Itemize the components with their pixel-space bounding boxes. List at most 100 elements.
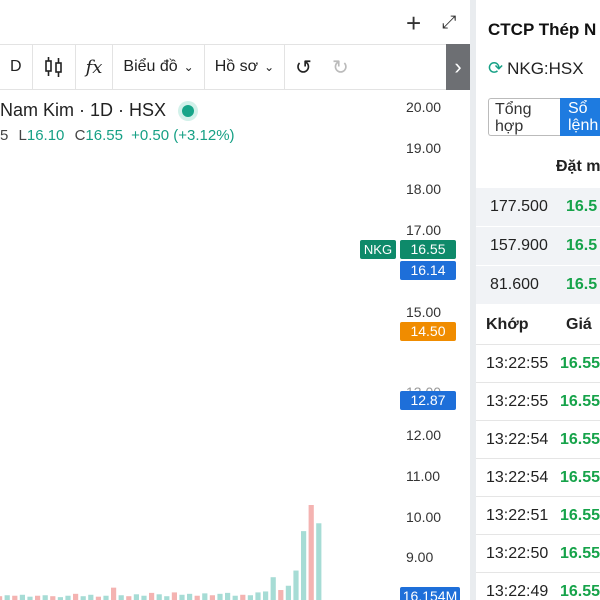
order-book-list: 177.500 16.5 157.900 16.5 81.600 16.5 bbox=[476, 188, 600, 305]
volume-bar bbox=[126, 596, 132, 600]
indicators-button[interactable]: fx bbox=[74, 45, 113, 89]
order-volume: 157.900 bbox=[490, 237, 548, 254]
book-header: Đặt m bbox=[556, 158, 600, 175]
tab-order-book[interactable]: Sổ lệnh bbox=[560, 98, 600, 136]
chevron-down-icon: ⌄ bbox=[183, 60, 194, 74]
expand-icon[interactable]: ⤢ bbox=[442, 12, 457, 32]
volume-bar bbox=[111, 587, 117, 600]
order-price: 16.5 bbox=[566, 276, 598, 293]
tick-label: 19.00 bbox=[406, 140, 442, 156]
volume-bar bbox=[103, 595, 109, 600]
volume-bar bbox=[270, 577, 276, 600]
chart-topbar: + ⤢ bbox=[0, 0, 470, 42]
trade-price: 16.55 bbox=[559, 506, 600, 524]
trade-price: 16.55 bbox=[559, 392, 600, 410]
trades-list: 13:22:55 16.55 13:22:55 16.55 13:22:54 16.5… bbox=[476, 344, 600, 600]
volume-bar bbox=[27, 596, 33, 600]
volume-bar bbox=[50, 596, 56, 600]
volume-bar bbox=[4, 595, 10, 600]
volume-bar bbox=[19, 594, 25, 600]
chart-type-label: Biểu đồ bbox=[123, 58, 178, 75]
trade-row: 13:22:54 16.55 bbox=[476, 420, 600, 458]
redo-button[interactable]: ↻ bbox=[322, 45, 359, 89]
add-icon[interactable]: + bbox=[406, 8, 422, 38]
volume-bar bbox=[247, 595, 253, 600]
last-price-tag: 16.55 bbox=[400, 240, 456, 259]
refresh-icon[interactable]: ⟳ bbox=[488, 58, 504, 78]
tick-label: 10.00 bbox=[406, 509, 442, 525]
symbol-title: Nam Kim · 1D · HSX bbox=[0, 100, 167, 120]
tab-summary[interactable]: Tổng hợp bbox=[488, 98, 560, 136]
ohlc-legend: 5 L16.10 C16.55 +0.50 (+3.12%) bbox=[0, 127, 235, 144]
ma-tag: 14.50 bbox=[400, 322, 456, 341]
volume-bar bbox=[164, 596, 170, 600]
volume-bar bbox=[202, 593, 208, 600]
trade-price: 16.55 bbox=[559, 582, 600, 600]
trade-row: 13:22:54 16.55 bbox=[476, 458, 600, 496]
profile-dropdown[interactable]: Hồ sơ ⌄ bbox=[203, 45, 284, 89]
volume-bar bbox=[141, 595, 147, 600]
close-value: 16.55 bbox=[85, 127, 123, 144]
order-volume: 177.500 bbox=[490, 198, 548, 215]
volume-bar bbox=[187, 593, 193, 600]
trade-row: 13:22:49 16.55 bbox=[476, 572, 600, 600]
volume-bar bbox=[225, 592, 231, 600]
tick-label: 18.00 bbox=[406, 181, 442, 197]
trade-row: 13:22:55 16.55 bbox=[476, 344, 600, 382]
order-price: 16.5 bbox=[566, 237, 598, 254]
volume-bar bbox=[118, 595, 124, 600]
trade-price: 16.55 bbox=[559, 430, 600, 448]
volume-bar bbox=[255, 592, 261, 600]
order-book-row: 157.900 16.5 bbox=[476, 227, 600, 266]
chart-panel: + ⤢ D fx Biểu đồ ⌄ Hồ sơ ⌄ ↺ ↻ › bbox=[0, 0, 470, 600]
price-axis[interactable]: 20.00 19.00 18.00 17.00 15.00 13.00 12.0… bbox=[360, 95, 470, 600]
trade-price: 16.55 bbox=[559, 468, 600, 486]
volume-bar bbox=[240, 594, 246, 600]
volume-bar bbox=[149, 592, 155, 600]
undo-icon: ↺ bbox=[295, 56, 312, 79]
tick-label: 17.00 bbox=[406, 222, 442, 238]
volume-bar bbox=[278, 590, 284, 600]
volume-bar bbox=[209, 595, 215, 600]
company-name: CTCP Thép N bbox=[488, 20, 597, 39]
low-value: 16.10 bbox=[26, 127, 65, 144]
volume-bar bbox=[12, 595, 18, 600]
ticker-row[interactable]: ⟳ NKG:HSX bbox=[488, 58, 584, 79]
trade-row: 13:22:50 16.55 bbox=[476, 534, 600, 572]
profile-label: Hồ sơ bbox=[214, 58, 259, 75]
volume-bar bbox=[285, 585, 291, 600]
volume-bar bbox=[171, 592, 177, 600]
volume-bar bbox=[194, 595, 200, 600]
volume-bar bbox=[133, 594, 139, 600]
interval-button[interactable]: D bbox=[10, 58, 22, 75]
trade-price: 16.55 bbox=[559, 354, 600, 372]
symbol-price-tag: NKG bbox=[360, 240, 396, 259]
price-chart[interactable] bbox=[0, 95, 360, 600]
volume-tag: 16.154M bbox=[400, 587, 460, 600]
chart-type-dropdown[interactable]: Biểu đồ ⌄ bbox=[112, 45, 203, 89]
undo-button[interactable]: ↺ bbox=[284, 45, 322, 89]
volume-bar bbox=[301, 531, 307, 600]
trades-header-time: Khớp bbox=[486, 316, 529, 333]
order-book-row: 177.500 16.5 bbox=[476, 188, 600, 227]
trade-row: 13:22:55 16.55 bbox=[476, 382, 600, 420]
candlestick-icon[interactable] bbox=[31, 45, 75, 89]
trade-row: 13:22:51 16.55 bbox=[476, 496, 600, 534]
live-dot-icon bbox=[182, 104, 195, 117]
trade-time: 13:22:50 bbox=[486, 544, 549, 562]
order-price: 16.5 bbox=[566, 198, 598, 215]
trade-time: 13:22:55 bbox=[486, 392, 549, 410]
fx-icon: fx bbox=[85, 56, 103, 78]
trade-time: 13:22:49 bbox=[486, 582, 549, 600]
low-label: L bbox=[18, 127, 27, 144]
order-volume: 81.600 bbox=[490, 276, 539, 293]
scroll-right-button[interactable]: › bbox=[446, 44, 470, 90]
tick-label: 11.00 bbox=[406, 468, 440, 484]
volume-bar bbox=[316, 523, 322, 600]
chart-toolbar: D fx Biểu đồ ⌄ Hồ sơ ⌄ ↺ ↻ bbox=[0, 44, 470, 90]
change-value: +0.50 (+3.12%) bbox=[131, 127, 235, 144]
band-upper-tag: 16.14 bbox=[400, 261, 456, 280]
volume-bar bbox=[95, 596, 101, 600]
volume-bar bbox=[263, 591, 269, 600]
trade-price: 16.55 bbox=[559, 544, 600, 562]
